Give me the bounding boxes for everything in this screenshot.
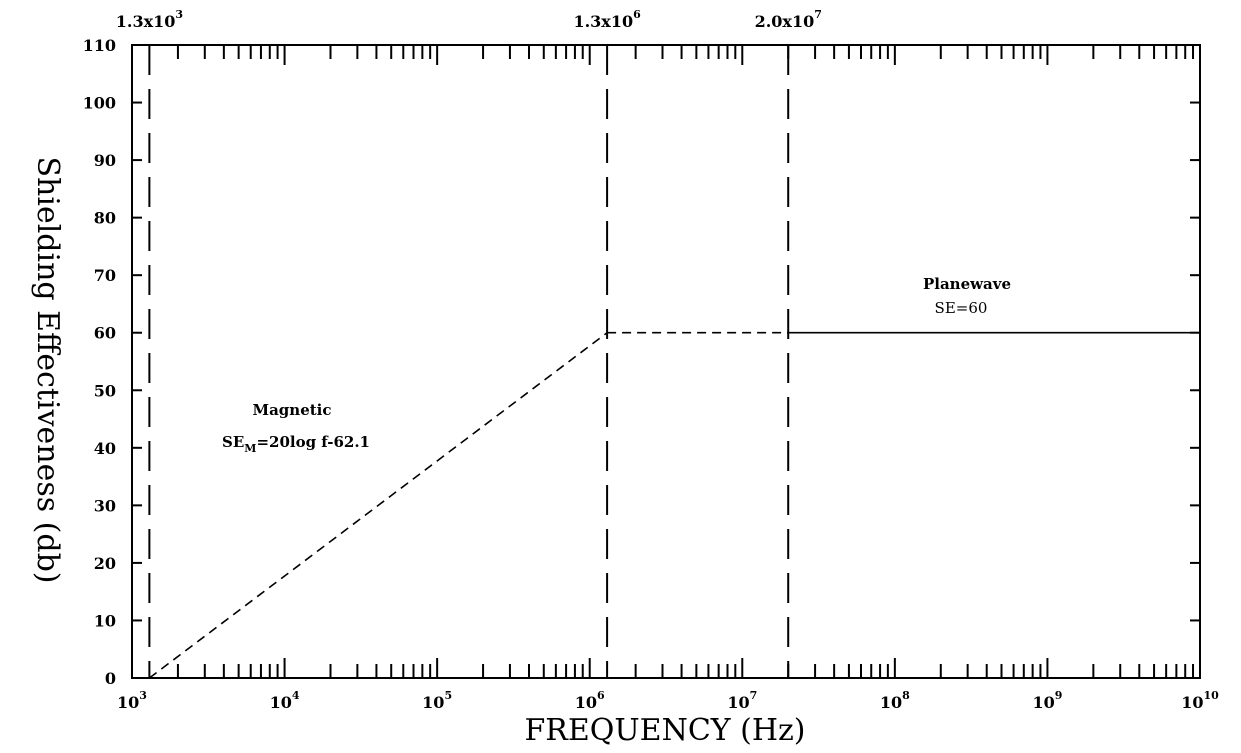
frequency-markers: [148, 45, 790, 678]
magnetic-formula-subscript: M: [244, 442, 256, 455]
y-tick-label: 60: [94, 324, 116, 343]
x-tick-label: 107: [727, 689, 757, 712]
planewave-formula: SE=60: [935, 299, 988, 317]
y-axis-title: Shielding Effectiveness (db): [30, 156, 65, 583]
y-tick-label: 30: [94, 496, 116, 515]
series-lines: [148, 331, 1200, 679]
y-tick-label: 80: [94, 209, 116, 228]
x-tick-label: 103: [117, 689, 147, 712]
y-tick-label: 50: [94, 381, 116, 400]
y-tick-label: 10: [94, 611, 116, 630]
plot-frame: [131, 44, 1201, 679]
x-tick-label: 1010: [1181, 689, 1219, 712]
plot-border: [131, 44, 1201, 679]
tick-labels: 0 10 20 30 40 50 60 70 80 90 100 110 103 104 105 106 107…: [83, 8, 1220, 712]
y-tick-label: 0: [105, 669, 116, 688]
x-tick-label: 105: [422, 689, 452, 712]
x-tick-label: 104: [270, 689, 300, 712]
magnetic-formula: SEM=20log f-62.1: [222, 433, 370, 455]
magnetic-formula-rest: =20log f-62.1: [256, 433, 370, 451]
x-tick-label: 108: [880, 689, 910, 712]
top-marker-label: 1.3x103: [116, 8, 183, 31]
top-marker-label: 2.0x107: [755, 8, 822, 31]
x-tick-label: 106: [575, 689, 605, 712]
y-tick-label: 40: [94, 439, 116, 458]
top-marker-label: 1.3x106: [573, 8, 641, 31]
magnetic-formula-prefix: SE: [222, 433, 244, 451]
magnetic-label: Magnetic: [252, 401, 331, 419]
y-tick-label: 110: [83, 36, 116, 55]
x-tick-label: 109: [1032, 689, 1062, 712]
planewave-label: Planewave: [923, 275, 1011, 293]
y-tick-label: 100: [83, 94, 116, 113]
y-tick-label: 20: [94, 554, 116, 573]
y-tick-label: 70: [94, 266, 116, 285]
x-axis-title: FREQUENCY (Hz): [524, 713, 805, 748]
series-line-dashed: [148, 332, 608, 679]
y-tick-label: 90: [94, 151, 116, 170]
axis-ticks: [131, 44, 1200, 679]
